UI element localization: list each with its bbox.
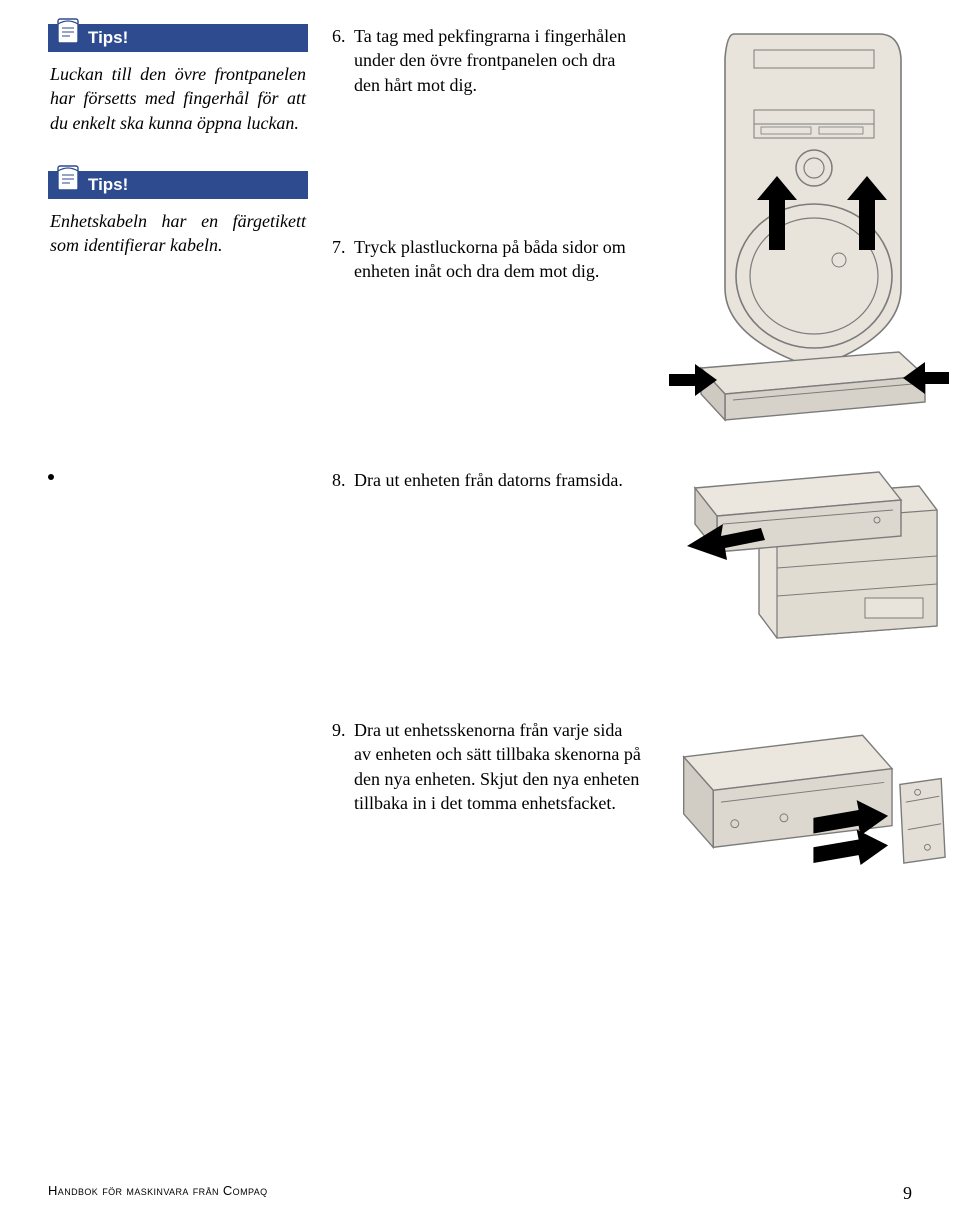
step-number: 9. xyxy=(332,718,354,815)
illustration-step-6-7 xyxy=(666,24,951,428)
illustration-step-9 xyxy=(666,658,951,908)
step-number: 7. xyxy=(332,235,354,284)
tip-box-2: Tips! Enhetskabeln har en färgetikett so… xyxy=(48,171,308,258)
step-number: 6. xyxy=(332,24,354,97)
page-footer: Handbok för maskinvara från Compaq 9 xyxy=(48,1183,912,1204)
note-icon xyxy=(54,161,84,193)
illustration-step-8 xyxy=(666,428,951,658)
tip-box-1: Tips! Luckan till den övre frontpanelen … xyxy=(48,24,308,135)
footer-title: Handbok för maskinvara från Compaq xyxy=(48,1183,268,1204)
tip-header: Tips! xyxy=(48,171,308,199)
step-6: 6. Ta tag med pekfingrarna i fingerhålen… xyxy=(332,24,642,97)
step-text: Tryck plastluckorna på båda sidor om enh… xyxy=(354,235,642,284)
tip-label: Tips! xyxy=(88,28,128,47)
tip-header: Tips! xyxy=(48,24,308,52)
step-9: 9. Dra ut enhetsskenorna från varje sida… xyxy=(332,718,642,815)
tip-label: Tips! xyxy=(88,175,128,194)
tip-body-2: Enhetskabeln har en färgetikett som iden… xyxy=(48,199,308,258)
note-icon xyxy=(54,14,84,46)
step-text: Dra ut enhetsskenorna från varje sida av… xyxy=(354,718,642,815)
step-7: 7. Tryck plastluckorna på båda sidor om … xyxy=(332,235,642,284)
page-number: 9 xyxy=(903,1183,912,1204)
bullet-marker xyxy=(48,474,54,480)
step-text: Ta tag med pekfingrarna i fingerhålen un… xyxy=(354,24,642,97)
step-8: 8. Dra ut enheten från datorns framsida. xyxy=(332,468,642,492)
step-number: 8. xyxy=(332,468,354,492)
step-text: Dra ut enheten från datorns framsida. xyxy=(354,468,642,492)
tip-body-1: Luckan till den övre frontpanelen har fö… xyxy=(48,52,308,135)
